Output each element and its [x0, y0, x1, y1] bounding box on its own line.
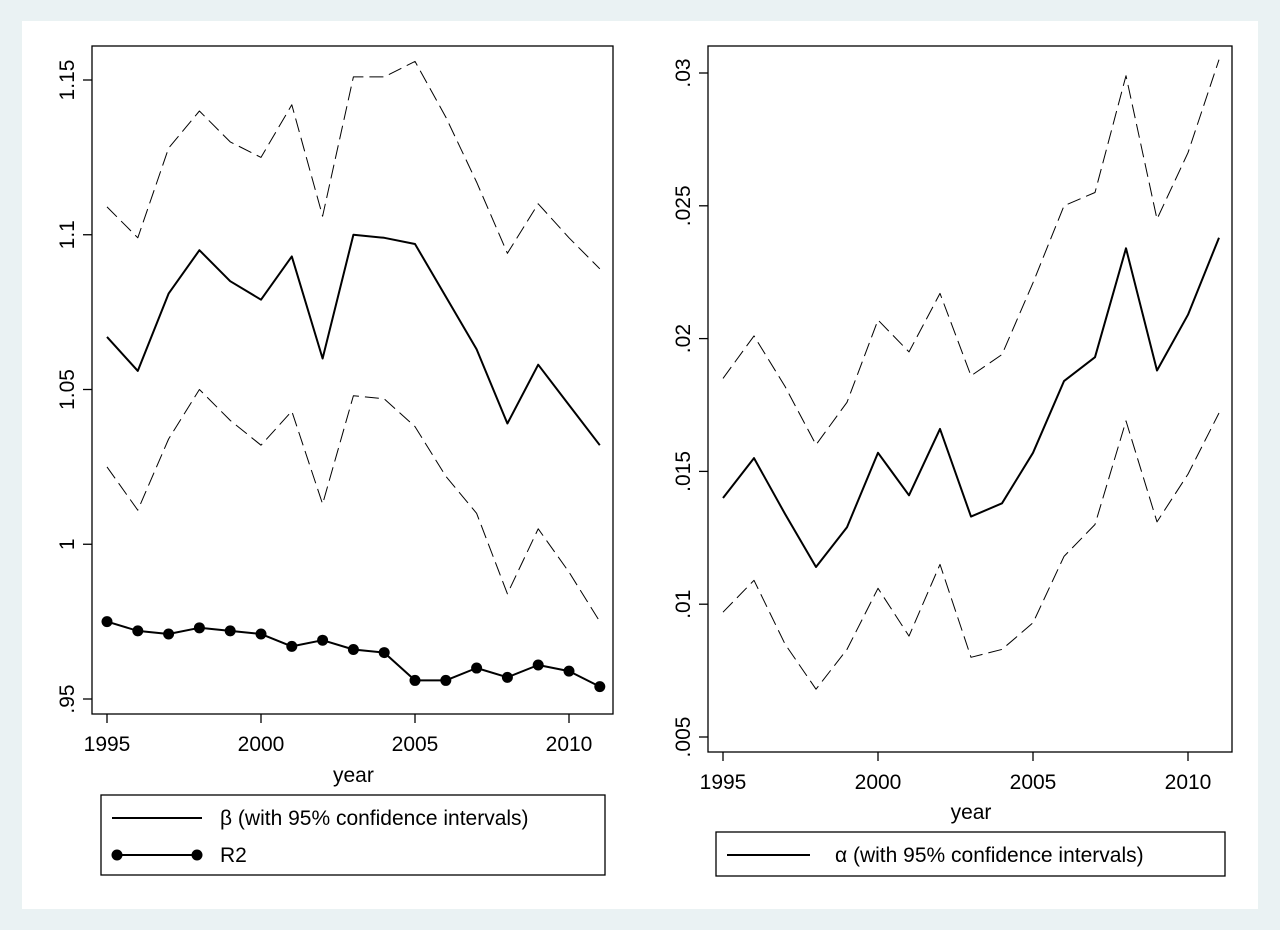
legend-label: β (with 95% confidence intervals): [220, 807, 529, 830]
r2-data-point: [255, 628, 267, 640]
r2-data-point: [532, 659, 544, 671]
r2-data-point: [132, 625, 144, 637]
r2-data-point: [594, 681, 606, 693]
legend-label: α (with 95% confidence intervals): [835, 844, 1144, 867]
x-tick-label: 2010: [1165, 771, 1212, 794]
x-tick-label: 1995: [700, 771, 747, 794]
y-tick-label: .02: [672, 324, 695, 353]
y-tick-label: .95: [56, 684, 79, 713]
legend-label: R2: [220, 844, 247, 867]
y-tick-label: .005: [672, 717, 695, 758]
x-tick-label: 2000: [855, 771, 902, 794]
r2-data-point: [224, 625, 236, 637]
r2-data-point: [163, 628, 175, 640]
ci-band-line: [106, 389, 601, 622]
r2-data-point: [193, 622, 205, 634]
y-tick-label: 1.1: [56, 220, 79, 249]
legend-box: [100, 794, 606, 876]
y-tick-label: 1: [56, 538, 79, 550]
r2-data-point: [347, 643, 359, 655]
r2-data-point: [409, 674, 421, 686]
x-tick-label: 2010: [546, 733, 593, 756]
x-tick-label: 2005: [392, 733, 439, 756]
r2-data-point: [286, 640, 298, 652]
figure-canvas: 1.15 1.1 1.05 1.95 1995 2000 2005 2010 year β (wi…: [22, 21, 1258, 909]
r2-data-point: [101, 616, 113, 628]
y-tick-label: .025: [672, 185, 695, 226]
legend-swatch-marker: [111, 849, 123, 861]
ci-band-line: [106, 60, 601, 270]
x-tick-label: 2005: [1010, 771, 1057, 794]
y-tick-label: 1.05: [56, 369, 79, 410]
x-axis-title: year: [333, 764, 374, 787]
r2-data-point: [563, 665, 575, 677]
estimate-series-line: [106, 233, 601, 446]
y-tick-label: 1.15: [56, 60, 79, 101]
estimate-series-line: [722, 237, 1220, 568]
r2-data-point: [317, 634, 329, 646]
r2-data-point: [471, 662, 483, 674]
plot-area-frame: [91, 45, 614, 715]
ci-band-line: [722, 412, 1220, 690]
x-axis-title: year: [951, 801, 992, 824]
r2-data-point: [378, 647, 390, 659]
y-tick-label: .015: [672, 451, 695, 492]
plot-area-frame: [707, 45, 1233, 753]
r2-data-point: [440, 674, 452, 686]
x-tick-label: 2000: [238, 733, 285, 756]
y-tick-label: .01: [672, 590, 695, 619]
r2-data-point: [501, 671, 513, 683]
y-tick-label: .03: [672, 58, 695, 87]
x-tick-label: 1995: [84, 733, 131, 756]
legend-swatch-marker: [191, 849, 203, 861]
